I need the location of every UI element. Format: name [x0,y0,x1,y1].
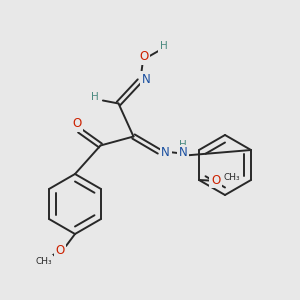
Text: H: H [160,41,167,51]
Text: H: H [91,92,99,102]
Text: O: O [72,117,81,130]
Text: N: N [161,146,170,160]
Text: CH₃: CH₃ [35,256,52,266]
Text: O: O [56,244,64,257]
Text: H: H [179,140,187,150]
Text: N: N [178,146,188,160]
Text: CH₃: CH₃ [224,172,240,182]
Text: N: N [142,73,151,86]
Text: O: O [140,50,148,64]
Text: O: O [211,173,220,187]
